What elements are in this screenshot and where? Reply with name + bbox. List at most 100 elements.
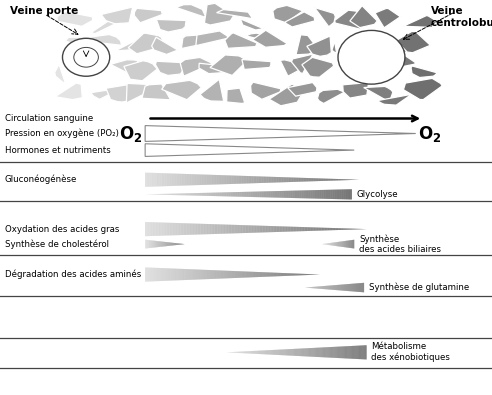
Polygon shape [214, 193, 215, 196]
Polygon shape [226, 271, 227, 278]
Polygon shape [245, 192, 246, 197]
Polygon shape [205, 175, 206, 185]
Polygon shape [280, 177, 281, 182]
Polygon shape [190, 174, 191, 185]
Polygon shape [329, 228, 330, 230]
Polygon shape [159, 268, 160, 281]
Polygon shape [188, 174, 189, 185]
Polygon shape [263, 272, 264, 277]
Polygon shape [340, 179, 341, 181]
Polygon shape [282, 226, 283, 232]
Text: $\mathbf{O_2}$: $\mathbf{O_2}$ [418, 124, 441, 143]
Polygon shape [239, 176, 240, 184]
Polygon shape [250, 226, 251, 233]
Polygon shape [228, 175, 229, 184]
Polygon shape [209, 175, 210, 185]
Polygon shape [243, 225, 244, 233]
Polygon shape [335, 228, 336, 230]
Polygon shape [299, 190, 300, 198]
Polygon shape [150, 173, 151, 187]
Polygon shape [214, 175, 215, 184]
Polygon shape [158, 194, 159, 195]
Polygon shape [190, 193, 191, 196]
Text: Oxydation des acides gras: Oxydation des acides gras [5, 225, 119, 233]
Polygon shape [267, 191, 268, 198]
Polygon shape [273, 6, 303, 23]
Polygon shape [174, 223, 175, 235]
Polygon shape [55, 83, 82, 100]
Polygon shape [246, 225, 247, 233]
Polygon shape [194, 224, 195, 235]
Polygon shape [380, 43, 419, 54]
Polygon shape [211, 193, 212, 196]
Polygon shape [250, 192, 251, 197]
Polygon shape [161, 173, 162, 186]
Polygon shape [239, 225, 240, 233]
Polygon shape [346, 189, 347, 199]
Polygon shape [350, 40, 383, 55]
Polygon shape [231, 271, 232, 278]
Polygon shape [270, 273, 271, 276]
Polygon shape [155, 222, 156, 236]
Polygon shape [292, 227, 293, 231]
Polygon shape [307, 178, 308, 181]
Polygon shape [151, 268, 152, 281]
Polygon shape [158, 173, 159, 186]
Polygon shape [236, 192, 237, 197]
Polygon shape [340, 190, 341, 199]
Polygon shape [280, 226, 281, 232]
Text: $\mathbf{O_2}$: $\mathbf{O_2}$ [120, 124, 143, 143]
Polygon shape [277, 177, 278, 182]
Polygon shape [203, 175, 204, 185]
Polygon shape [343, 83, 369, 98]
Polygon shape [164, 173, 165, 186]
Polygon shape [170, 173, 171, 186]
Polygon shape [156, 222, 157, 236]
Polygon shape [235, 271, 236, 278]
Polygon shape [305, 274, 306, 275]
Polygon shape [215, 270, 216, 279]
Polygon shape [170, 269, 171, 280]
Polygon shape [300, 178, 301, 182]
Polygon shape [291, 273, 292, 276]
Polygon shape [242, 271, 243, 278]
Polygon shape [174, 269, 175, 280]
Polygon shape [258, 272, 259, 277]
Polygon shape [289, 177, 290, 182]
Polygon shape [211, 270, 212, 279]
Polygon shape [176, 269, 177, 280]
Polygon shape [300, 227, 301, 231]
Polygon shape [148, 267, 149, 282]
Text: Veine
centrolobulaire: Veine centrolobulaire [430, 6, 492, 28]
Polygon shape [251, 176, 252, 183]
Polygon shape [242, 176, 243, 184]
Polygon shape [201, 175, 202, 185]
Polygon shape [306, 274, 307, 275]
Polygon shape [147, 222, 148, 236]
Polygon shape [204, 193, 205, 196]
Polygon shape [326, 228, 327, 230]
Polygon shape [287, 273, 288, 276]
Polygon shape [248, 225, 249, 233]
Polygon shape [245, 271, 246, 278]
Polygon shape [146, 173, 147, 187]
Polygon shape [348, 189, 349, 199]
Polygon shape [164, 223, 165, 235]
Polygon shape [347, 189, 348, 199]
Polygon shape [168, 268, 169, 281]
Polygon shape [163, 194, 164, 195]
Polygon shape [156, 194, 157, 195]
Polygon shape [178, 174, 179, 186]
Polygon shape [201, 224, 202, 234]
Polygon shape [154, 268, 155, 281]
Polygon shape [187, 223, 188, 235]
Polygon shape [262, 192, 263, 197]
Polygon shape [295, 178, 296, 182]
Polygon shape [248, 176, 249, 183]
Polygon shape [237, 225, 238, 233]
Polygon shape [258, 226, 259, 233]
Polygon shape [268, 273, 269, 276]
Polygon shape [216, 175, 217, 184]
Polygon shape [341, 179, 342, 180]
Polygon shape [153, 173, 154, 186]
